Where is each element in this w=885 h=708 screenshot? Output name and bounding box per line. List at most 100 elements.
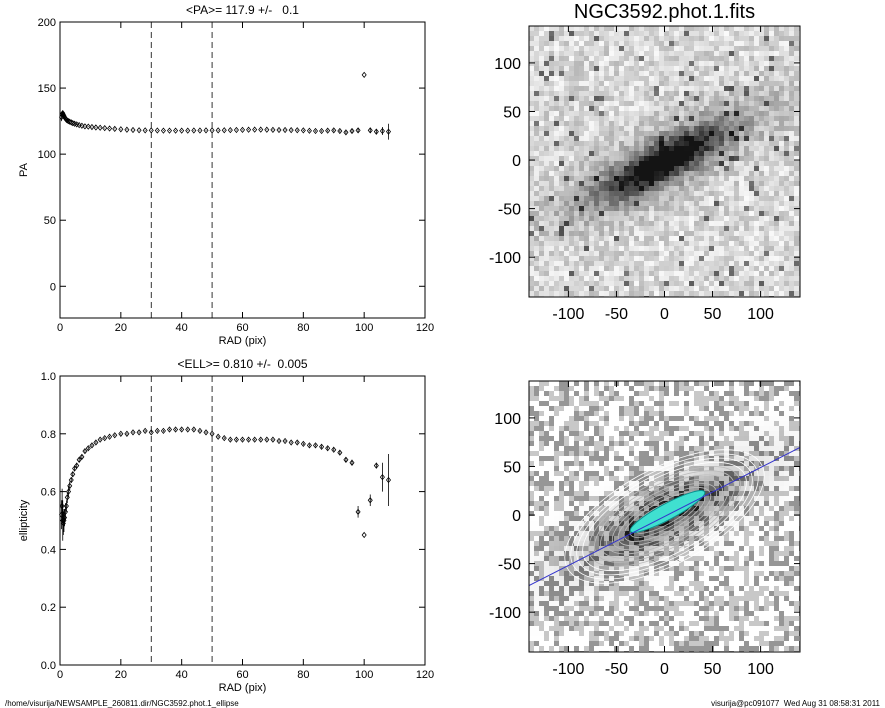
pixel xyxy=(714,121,719,126)
pixel xyxy=(659,281,664,286)
point xyxy=(67,482,73,489)
pixel xyxy=(549,31,554,36)
pixel xyxy=(569,386,574,391)
pixel xyxy=(709,176,714,181)
pixel xyxy=(774,86,779,91)
pixel xyxy=(564,226,569,231)
pixel xyxy=(699,416,704,421)
pixel xyxy=(674,401,679,406)
pixel xyxy=(624,141,629,146)
pixel xyxy=(529,136,534,141)
pixel xyxy=(539,31,544,36)
pixel xyxy=(629,496,634,501)
pixel xyxy=(614,451,619,456)
pixel xyxy=(759,466,764,471)
pixel xyxy=(529,141,534,146)
pixel xyxy=(774,186,779,191)
point xyxy=(66,117,72,125)
pixel xyxy=(574,441,579,446)
pixel xyxy=(699,446,704,451)
pixel xyxy=(539,401,544,406)
pixel xyxy=(604,86,609,91)
pixel xyxy=(659,441,664,446)
pixel xyxy=(589,471,594,476)
pixel xyxy=(634,286,639,291)
pixel xyxy=(739,406,744,411)
pixel xyxy=(569,391,574,396)
pixel xyxy=(654,166,659,171)
pixel xyxy=(684,281,689,286)
pixel xyxy=(664,106,669,111)
pixel xyxy=(784,111,789,116)
pixel xyxy=(659,81,664,86)
point xyxy=(107,433,113,440)
pixel xyxy=(624,416,629,421)
pixel xyxy=(549,501,554,506)
pixel xyxy=(674,71,679,76)
pixel xyxy=(589,181,594,186)
pixel xyxy=(564,256,569,261)
pixel xyxy=(784,71,789,76)
pixel xyxy=(789,226,794,231)
pixel xyxy=(764,256,769,261)
pixel xyxy=(794,101,799,106)
pixel xyxy=(659,481,664,486)
pixel xyxy=(754,221,759,226)
pixel xyxy=(709,276,714,281)
pixel xyxy=(694,486,699,491)
pixel xyxy=(769,286,774,291)
pixel xyxy=(594,476,599,481)
pixel xyxy=(594,516,599,521)
pixel xyxy=(754,86,759,91)
pixel xyxy=(574,161,579,166)
pixel xyxy=(629,441,634,446)
x-tick-label: 100 xyxy=(355,669,373,681)
pixel xyxy=(554,396,559,401)
pixel xyxy=(779,151,784,156)
pixel xyxy=(584,216,589,221)
pixel xyxy=(759,41,764,46)
pixel xyxy=(719,116,724,121)
pixel xyxy=(569,501,574,506)
pixel xyxy=(554,221,559,226)
pixel xyxy=(529,431,534,436)
pixel xyxy=(594,236,599,241)
pixel xyxy=(674,236,679,241)
pixel xyxy=(584,26,589,31)
pixel xyxy=(744,66,749,71)
pixel xyxy=(554,196,559,201)
pixel xyxy=(599,281,604,286)
pixel xyxy=(629,511,634,516)
pixel xyxy=(659,136,664,141)
pixel xyxy=(534,111,539,116)
pixel xyxy=(759,171,764,176)
pixel xyxy=(699,206,704,211)
pixel xyxy=(654,451,659,456)
pixel xyxy=(754,161,759,166)
pixel xyxy=(554,446,559,451)
pixel xyxy=(779,416,784,421)
pixel xyxy=(719,136,724,141)
pixel xyxy=(774,246,779,251)
pixel xyxy=(729,81,734,86)
pixel xyxy=(709,101,714,106)
pixel xyxy=(544,516,549,521)
pixel xyxy=(664,216,669,221)
pixel xyxy=(719,461,724,466)
pixel xyxy=(634,451,639,456)
pixel xyxy=(609,231,614,236)
pixel xyxy=(709,206,714,211)
pixel xyxy=(549,51,554,56)
pixel xyxy=(569,461,574,466)
pixel xyxy=(619,176,624,181)
pixel xyxy=(654,196,659,201)
pixel xyxy=(579,466,584,471)
pixel xyxy=(684,171,689,176)
pixel xyxy=(719,436,724,441)
pixel xyxy=(659,476,664,481)
chart-title: <ELL>= 0.810 +/- 0.005 xyxy=(177,357,307,371)
pixel xyxy=(624,506,629,511)
pixel xyxy=(639,481,644,486)
pixel xyxy=(589,481,594,486)
pixel xyxy=(534,256,539,261)
